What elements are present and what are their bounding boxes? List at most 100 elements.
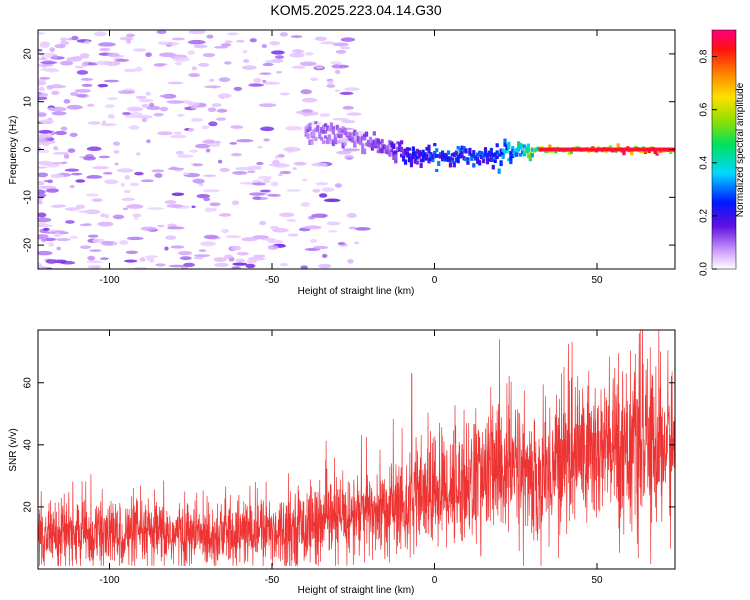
spectrogram-signal-cell xyxy=(501,154,505,159)
spectrogram-noise-cell xyxy=(197,62,210,67)
spectrogram-noise-cell xyxy=(70,92,79,96)
spectrogram-signal-cell xyxy=(429,155,433,162)
spectrogram-noise-cell xyxy=(236,252,249,256)
colorbar-gradient xyxy=(711,29,737,270)
spectrogram-noise-cell xyxy=(133,217,139,221)
spectrogram-noise-cell xyxy=(81,61,89,67)
spectrogram-noise-cell xyxy=(89,249,102,252)
spectrogram-noise-cell xyxy=(106,97,118,101)
spectrogram-signal-cell xyxy=(314,136,318,142)
snr-y-tick-label: 20 xyxy=(23,501,34,513)
spectrogram-signal-cell xyxy=(503,149,507,154)
spectrogram-noise-cell xyxy=(164,200,177,205)
spectrogram-signal-cell xyxy=(310,132,314,138)
spectrogram-cells xyxy=(38,30,675,269)
spectrogram-signal-cell xyxy=(366,140,371,147)
spectrogram-noise-cell xyxy=(166,100,185,104)
spectrogram-signal-cell xyxy=(524,146,529,151)
spectrogram-signal-cell xyxy=(468,147,472,154)
spectrogram-noise-cell xyxy=(293,161,307,166)
spectrogram-noise-cell xyxy=(248,83,265,87)
spectrogram-noise-cell xyxy=(99,257,109,261)
snr-panel: -100 -50 0 50 20 40 60 Height of straight lin… xyxy=(8,329,676,596)
spectrogram-signal-cell xyxy=(361,135,365,141)
spectrogram-noise-cell xyxy=(202,52,216,58)
spectrogram-signal-cell xyxy=(368,136,373,143)
spectrogram-noise-cell xyxy=(274,55,285,59)
spectrogram-signal-cell xyxy=(421,153,425,159)
spectrogram-noise-cell xyxy=(252,254,266,258)
spectrogram-noise-cell xyxy=(71,35,79,41)
spectrogram-signal-cell xyxy=(380,143,384,149)
spectrogram-noise-cell xyxy=(56,246,62,251)
spectrogram-noise-cell xyxy=(196,194,210,199)
spectrogram-signal-cell xyxy=(526,143,530,149)
spectrogram-noise-cell xyxy=(213,257,227,262)
spectrogram-noise-cell xyxy=(132,213,142,218)
spectrogram-signal-cell xyxy=(318,133,322,139)
spectrogram-signal-cell xyxy=(456,155,460,159)
spectrogram-noise-cell xyxy=(253,77,262,83)
spectrogram-signal-cell xyxy=(363,148,367,155)
colorbar-tick-label: 0.4 xyxy=(699,155,710,169)
spectrogram-noise-cell xyxy=(42,227,50,231)
spectrogram-signal-cell xyxy=(524,149,529,154)
spectrogram-signal-cell xyxy=(657,149,661,154)
spectrogram-signal-cell xyxy=(314,121,318,125)
spectrogram-signal-cell xyxy=(335,133,339,138)
spectrogram-signal-cell xyxy=(454,151,458,156)
spectrogram-noise-cell xyxy=(232,262,248,266)
spectrogram-noise-cell xyxy=(311,213,328,218)
spectrogram-noise-cell xyxy=(224,40,233,44)
spectrogram-signal-cell xyxy=(448,157,452,162)
spectrogram-signal-cell xyxy=(347,131,351,136)
spectrogram-signal-cell xyxy=(308,122,312,129)
spectrogram-signal-cell xyxy=(483,151,488,157)
spectrogram-noise-cell xyxy=(216,108,228,113)
spectrogram-noise-cell xyxy=(113,141,120,146)
spectrogram-signal-cell xyxy=(526,153,530,159)
chart-title: KOM5.2025.223.04.14.G30 xyxy=(270,2,441,18)
spectrogram-noise-cell xyxy=(193,256,204,260)
spectrogram-noise-cell xyxy=(187,50,196,55)
spectrogram-signal-cell xyxy=(548,144,552,149)
spectrogram-signal-cell xyxy=(403,159,408,165)
spectrogram-noise-cell xyxy=(75,179,86,183)
spectrogram-signal-cell xyxy=(423,152,427,157)
spectrogram-signal-cell xyxy=(343,142,347,146)
spectrogram-signal-cell xyxy=(376,138,380,145)
spectrogram-signal-cell xyxy=(474,154,478,161)
spectrogram-noise-cell xyxy=(312,188,321,193)
spectrogram-noise-cell xyxy=(262,79,267,83)
spectrogram-noise-cell xyxy=(100,213,106,218)
spectrogram-signal-cell xyxy=(530,153,534,158)
spectrogram-signal-cell xyxy=(402,148,406,155)
spectrogram-signal-cell xyxy=(368,144,373,148)
spectrogram-noise-cell xyxy=(315,182,329,186)
spectrogram-signal-cell xyxy=(349,138,353,142)
spectrogram-noise-cell xyxy=(103,79,120,83)
spectrogram-noise-cell xyxy=(344,87,360,91)
spectrogram-noise-cell xyxy=(60,126,68,131)
snr-y-tick-label: 40 xyxy=(23,439,34,451)
spectrogram-noise-cell xyxy=(276,70,283,74)
spectrogram-signal-cell xyxy=(507,144,511,150)
spectrogram-noise-cell xyxy=(208,121,218,127)
spectrogram-signal-cell xyxy=(331,130,335,135)
spectrogram-noise-cell xyxy=(69,235,78,239)
spectrogram-signal-cell xyxy=(304,129,308,136)
spectrogram-noise-cell xyxy=(126,204,144,209)
spectrogram-noise-cell xyxy=(138,98,154,103)
spectrogram-y-ticks: -20 -10 0 10 20 xyxy=(23,48,675,252)
spectrogram-noise-cell xyxy=(48,242,55,247)
spectrogram-noise-cell xyxy=(81,83,93,87)
spec-x-tick-label: 0 xyxy=(432,275,438,286)
spectrogram-noise-cell xyxy=(38,234,45,240)
spectrogram-signal-cell xyxy=(312,135,316,139)
spectrogram-signal-cell xyxy=(351,131,355,138)
spectrogram-noise-cell xyxy=(261,43,267,49)
spectrogram-noise-cell xyxy=(202,189,221,193)
spectrogram-noise-cell xyxy=(121,197,135,202)
spectrogram-noise-cell xyxy=(177,251,192,256)
spectrogram-noise-cell xyxy=(87,255,96,261)
